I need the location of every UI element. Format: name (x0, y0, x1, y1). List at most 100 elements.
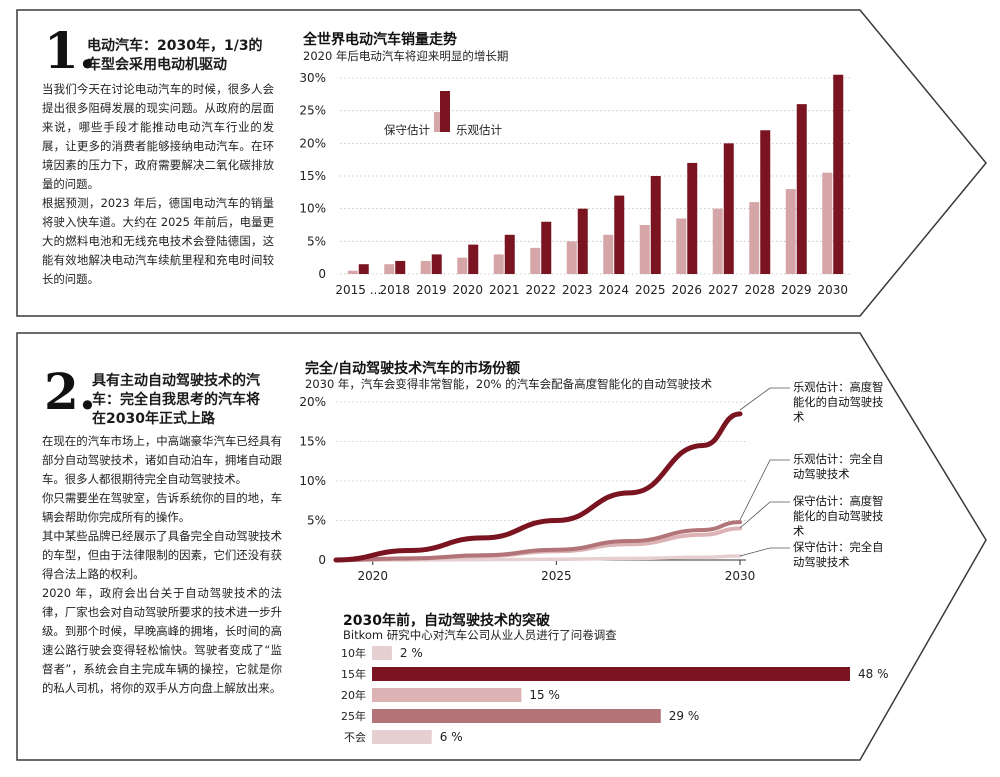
chart2-title: 完全/自动驾驶技术汽车的市场份额 (305, 361, 521, 377)
callout-optimistic-full: 乐观估计：完全自动驾驶技术 (793, 453, 884, 481)
bar-optimistic (504, 234, 515, 274)
panel-2-outline (16, 332, 987, 761)
bar-optimistic (796, 104, 807, 274)
bar-conservative (822, 172, 833, 274)
section-1-title: 电动汽车：2030年，1/3的 车型会采用电动机驱动 (87, 37, 263, 75)
bar-conservative (384, 264, 395, 274)
row-label: 20年 (341, 688, 366, 702)
section-1-body: 当我们今天在讨论电动汽车的时候，很多人会提出很多阻碍发展的现实问题。从政府的层面… (42, 80, 274, 289)
bar-optimistic (541, 221, 552, 274)
x-tick-label: 2030 (725, 569, 756, 583)
y-tick-label: 5% (307, 234, 326, 248)
section-2-paragraph: 2020 年，政府会出台关于自动驾驶技术的法律，厂家也会对自动驾驶所要求的技术进… (42, 586, 282, 695)
section-2-title-line1: 具有主动自动驾驶技术的汽 (92, 373, 260, 389)
y-tick-label: 20% (299, 395, 326, 409)
series-line (334, 520, 742, 562)
bar-optimistic (760, 130, 771, 274)
bar-conservative (420, 260, 431, 274)
x-tick-label: 2025 (541, 569, 572, 583)
bar-optimistic (833, 74, 844, 274)
bar-optimistic (577, 208, 588, 274)
bar-optimistic (687, 162, 698, 274)
bar-conservative (493, 254, 504, 274)
bar-optimistic (723, 143, 734, 274)
x-tick-label: 2029 (781, 283, 812, 297)
section-2-title-line3: 在2030年正式上路 (92, 411, 215, 427)
row-label: 不会 (344, 731, 366, 744)
chart1-subtitle: 2020 年后电动汽车将迎来明显的增长期 (303, 49, 509, 63)
section-2-paragraph: 其中某些品牌已经展示了具备完全自动驾驶技术的车型，但由于法律限制的因素，它们还没… (42, 529, 282, 581)
bar-conservative (530, 247, 541, 274)
x-tick-label: 2030 (817, 283, 848, 297)
bar-conservative (347, 270, 358, 274)
bar-conservative (457, 257, 468, 274)
chart2-line-chart: 0 5% 10% 15% 20% 2020 2025 2030 (299, 395, 756, 583)
bar-optimistic (650, 176, 661, 274)
bar-conservative (785, 189, 796, 274)
chart3-subtitle: Bitkom 研究中心对汽车公司从业人员进行了问卷调查 (343, 628, 617, 642)
x-tick-label: 2020 (452, 283, 483, 297)
section-2-title: 具有主动自动驾驶技术的汽 车：完全自我思考的汽车将 在2030年正式上路 (92, 372, 260, 429)
y-tick-label: 25% (299, 104, 326, 118)
bar-conservative (566, 241, 577, 274)
bar-optimistic (614, 195, 625, 274)
callout-conservative-full: 保守估计：完全自动驾驶技术 (793, 541, 884, 569)
y-tick-label: 10% (299, 474, 326, 488)
x-tick-label: 2015 ... (335, 283, 381, 297)
x-tick-label: 2027 (708, 283, 739, 297)
series-line (333, 411, 743, 563)
callout-optimistic-high: 乐观估计：高度智能化的自动驾驶技术 (793, 381, 884, 424)
bar-conservative (603, 234, 614, 274)
section-2-title-line2: 车：完全自我思考的汽车将 (92, 392, 260, 408)
x-tick-label: 2022 (525, 283, 556, 297)
section-1-paragraph: 当我们今天在讨论电动汽车的时候，很多人会提出很多阻碍发展的现实问题。从政府的层面… (42, 82, 274, 191)
survey-bar (372, 730, 432, 744)
chart1-title: 全世界电动汽车销量走势 (303, 32, 457, 48)
legend-swatch-optimistic (440, 91, 450, 132)
panel-1-outline (16, 9, 987, 317)
x-tick-label: 2021 (489, 283, 520, 297)
section-2-paragraph: 在现在的汽车市场上，中高端豪华汽车已经具有部分自动驾驶技术，诸如自动泊车，拥堵自… (42, 434, 282, 486)
section-2-paragraph: 你只需要坐在驾驶室，告诉系统你的目的地，车辆会帮助你完成所有的操作。 (42, 491, 282, 524)
y-tick-label: 0 (318, 267, 326, 281)
survey-bar (372, 646, 392, 660)
bar-optimistic (395, 260, 406, 274)
survey-bar (372, 688, 522, 702)
y-tick-label: 30% (299, 71, 326, 85)
section-1-number: 1. (44, 21, 97, 80)
y-tick-label: 15% (299, 435, 326, 449)
bar-conservative (712, 208, 723, 274)
row-label: 10年 (341, 646, 366, 660)
bar-value-label: 6 % (440, 730, 463, 744)
x-tick-label: 2018 (379, 283, 410, 297)
legend-label-optimistic: 乐观估计 (456, 123, 502, 137)
row-label: 15年 (341, 667, 366, 681)
x-tick-label: 2026 (671, 283, 702, 297)
bar-value-label: 29 % (669, 709, 700, 723)
section-2-number: 2. (44, 362, 97, 421)
x-tick-label: 2025 (635, 283, 666, 297)
x-tick-label: 2023 (562, 283, 593, 297)
chart2-subtitle: 2030 年，汽车会变得非常智能，20% 的汽车会配备高度智能化的自动驾驶技术 (305, 377, 713, 391)
legend-swatch-conservative (434, 112, 444, 132)
chart3-title: 2030年前，自动驾驶技术的突破 (343, 613, 550, 629)
bar-conservative (749, 202, 760, 274)
bar-optimistic (468, 244, 479, 274)
y-tick-label: 5% (307, 514, 326, 528)
bar-value-label: 15 % (529, 688, 560, 702)
survey-bar (372, 667, 850, 681)
chart1-bar-chart: 0 5% 10% 15% 20% 25% 30% 2015 ...2018 2019 2020 20… (299, 71, 851, 297)
section-2-body: 在现在的汽车市场上，中高端豪华汽车已经具有部分自动驾驶技术，诸如自动泊车，拥堵自… (42, 432, 282, 698)
row-label: 25年 (341, 709, 366, 723)
survey-bar (372, 709, 661, 723)
y-tick-label: 0 (318, 553, 326, 567)
bar-conservative (639, 225, 650, 274)
y-tick-label: 15% (299, 169, 326, 183)
y-tick-label: 10% (299, 202, 326, 216)
bar-optimistic (431, 254, 442, 274)
bar-optimistic (358, 264, 369, 274)
legend-label-conservative: 保守估计 (384, 123, 430, 137)
section-1-paragraph: 根据预测，2023 年后，德国电动汽车的销量将驶入快车道。大约在 2025 年前… (42, 196, 274, 286)
chart3-horizontal-bar-chart: 10年 2 % 15年 48 % 20年 15 % 25年 29 % 不会 6 % (341, 646, 889, 744)
x-tick-label: 2019 (416, 283, 447, 297)
